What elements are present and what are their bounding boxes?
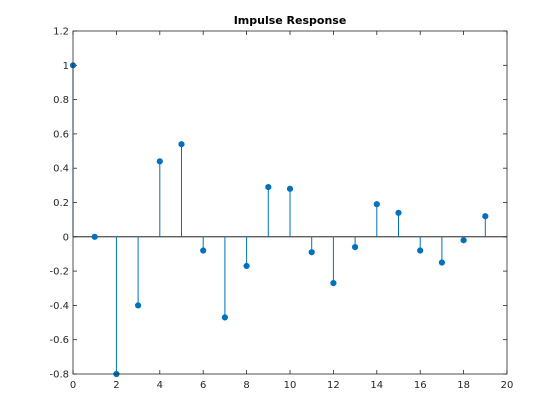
y-tick-label: -0.2 — [49, 267, 69, 278]
y-tick-label: 0.6 — [53, 129, 69, 140]
ticks-layer: 0 2 4 6 8 10 12 14 16 18 20 -0.8 -0.6 -0.4 -0.2 0 0.2 0.4… — [49, 27, 513, 392]
stem-marker — [135, 302, 142, 309]
stem-marker — [330, 280, 337, 287]
x-tick-label: 18 — [457, 380, 470, 391]
stem-marker — [156, 158, 163, 165]
stems-layer — [69, 62, 489, 378]
x-tick-label: 6 — [200, 380, 206, 391]
y-tick-label: 1.2 — [53, 27, 69, 38]
x-tick-label: 4 — [157, 380, 163, 391]
y-tick-label: 1 — [63, 61, 69, 72]
x-tick-label: 0 — [70, 380, 76, 391]
stem-marker — [178, 141, 185, 148]
stem-marker — [438, 259, 446, 266]
x-tick-label: 20 — [501, 380, 514, 391]
y-tick-label: -0.6 — [49, 335, 69, 346]
stem-marker — [352, 243, 359, 251]
chart-title: Impulse Response — [234, 14, 347, 27]
y-tick-label: 0 — [63, 232, 69, 243]
stem-marker — [243, 262, 250, 270]
stem-marker — [417, 247, 424, 254]
y-tick-label: -0.4 — [49, 301, 69, 312]
y-tick-label: -0.8 — [49, 370, 69, 381]
stem-marker — [265, 183, 272, 191]
stem-marker — [373, 201, 380, 208]
stem-marker — [221, 314, 228, 321]
x-tick-label: 16 — [414, 380, 427, 391]
stem-marker — [308, 249, 315, 256]
stem-marker — [286, 185, 294, 192]
stem-marker — [460, 237, 467, 244]
y-tick-label: 0.8 — [53, 95, 69, 106]
x-tick-label: 10 — [284, 380, 297, 391]
x-tick-label: 8 — [243, 380, 249, 391]
stem-marker — [395, 209, 402, 216]
stem-marker — [91, 233, 98, 240]
stem-marker — [482, 213, 489, 220]
x-tick-label: 14 — [370, 380, 383, 391]
x-tick-label: 2 — [113, 380, 119, 391]
x-tick-label: 12 — [327, 380, 340, 391]
y-tick-label: 0.4 — [53, 164, 69, 175]
y-tick-label: 0.2 — [53, 198, 69, 209]
axes-box — [72, 30, 508, 375]
stem-marker — [200, 247, 207, 254]
